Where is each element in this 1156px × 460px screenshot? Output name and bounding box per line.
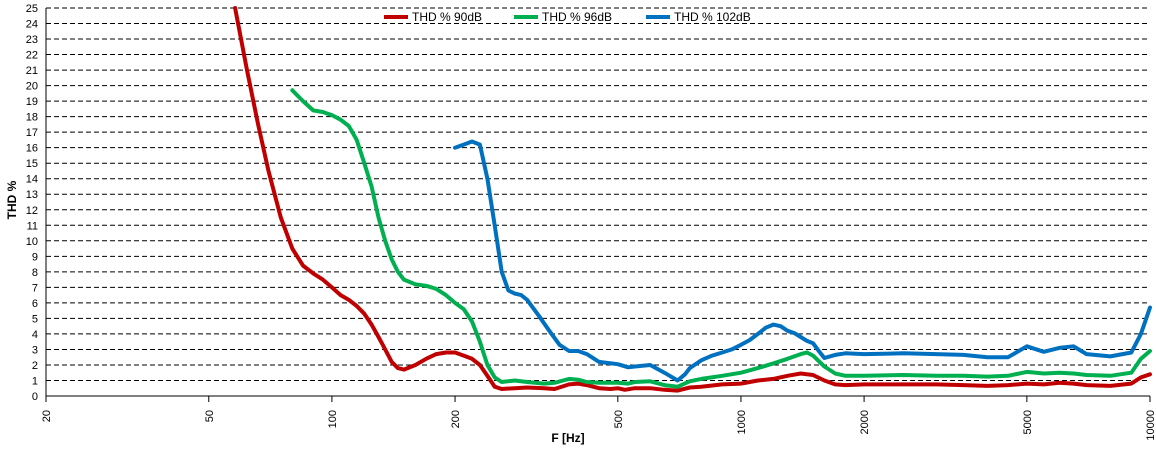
x-tick-label: 200 — [450, 410, 462, 428]
legend-label: THD % 90dB — [412, 10, 482, 24]
y-tick-label: 5 — [32, 313, 38, 325]
series-line — [233, 6, 1152, 393]
x-tick-label: 20 — [41, 410, 53, 422]
y-tick-label: 15 — [26, 158, 38, 170]
y-tick-label: 21 — [26, 65, 38, 77]
y-tick-label: 12 — [26, 205, 38, 217]
y-tick-label: 6 — [32, 298, 38, 310]
legend-label: THD % 102dB — [674, 10, 751, 24]
x-tick-label: 10000 — [1145, 410, 1156, 441]
legend: THD % 90dB THD % 96dB THD % 102dB — [384, 10, 751, 24]
y-tick-label: 9 — [32, 251, 38, 263]
grid-lines — [46, 7, 1150, 381]
y-tick-label: 13 — [26, 189, 38, 201]
x-tick-label: 100 — [327, 410, 339, 428]
y-tick-label: 16 — [26, 143, 38, 155]
y-tick-label: 4 — [32, 329, 38, 341]
y-tick-label: 23 — [26, 34, 38, 46]
y-tick-label: 8 — [32, 267, 38, 279]
y-tick-label: 7 — [32, 282, 38, 294]
y-tick-label: 11 — [27, 220, 38, 232]
y-tick-label: 14 — [26, 174, 38, 186]
axes — [45, 8, 1151, 402]
y-tick-labels: 0123456789101112131415161718192021222324… — [26, 3, 38, 403]
y-tick-label: 0 — [32, 391, 38, 403]
series-line — [453, 139, 1152, 383]
y-tick-label: 2 — [32, 360, 38, 372]
y-tick-label: 25 — [26, 3, 38, 15]
x-tick-label: 500 — [613, 410, 625, 428]
y-tick-label: 24 — [26, 19, 38, 31]
x-tick-label: 1000 — [736, 410, 748, 434]
series-lines — [233, 6, 1152, 393]
y-tick-label: 20 — [26, 81, 38, 93]
x-tick-label: 2000 — [859, 410, 871, 434]
series-line — [290, 88, 1152, 389]
y-tick-label: 19 — [26, 96, 38, 108]
y-tick-label: 18 — [26, 112, 38, 124]
y-tick-label: 22 — [26, 50, 38, 62]
y-tick-label: 17 — [26, 127, 38, 139]
y-axis-title: THD % — [5, 180, 19, 219]
legend-label: THD % 96dB — [542, 10, 612, 24]
y-tick-label: 10 — [26, 236, 38, 248]
y-tick-label: 3 — [32, 344, 38, 356]
y-tick-label: 1 — [32, 375, 38, 387]
x-tick-labels: 20 50 100 200 500 1000 2000 5000 10000 — [41, 410, 1156, 441]
x-tick-label: 5000 — [1022, 410, 1034, 434]
x-axis-title: F [Hz] — [551, 431, 584, 445]
x-tick-label: 50 — [204, 410, 216, 422]
